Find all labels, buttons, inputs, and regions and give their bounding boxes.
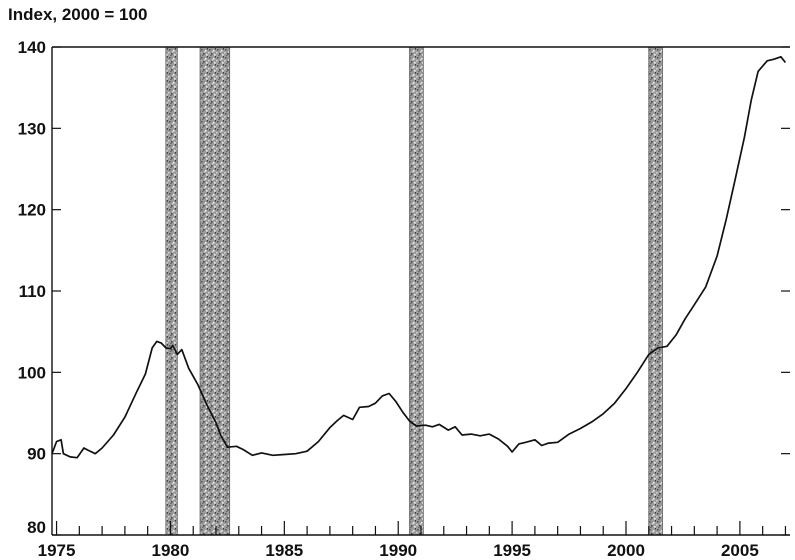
x-tick-label-1985: 1985 <box>265 541 303 560</box>
series-line-0 <box>51 55 787 459</box>
tick-labels: 80 90 100 110 120 130 140 1975 1980 1985 1990 1995 2… <box>18 38 759 560</box>
recession-band-0 <box>165 46 178 536</box>
recession-band-1 <box>199 46 231 536</box>
y-tick-label-110: 110 <box>19 282 46 301</box>
y-tick-label-140: 140 <box>18 38 46 57</box>
x-tick-label-1995: 1995 <box>493 541 531 560</box>
chart-title: Index, 2000 = 100 <box>8 5 147 24</box>
recession-bands <box>165 46 663 536</box>
y-tick-label-130: 130 <box>18 119 46 138</box>
y-tick-label-100: 100 <box>18 363 46 382</box>
x-tick-label-1980: 1980 <box>152 541 190 560</box>
series-lines <box>51 55 787 459</box>
recession-band-2 <box>409 46 424 536</box>
x-tick-label-2005: 2005 <box>721 541 759 560</box>
y-tick-label-120: 120 <box>18 201 46 220</box>
y-tick-label-90: 90 <box>27 445 46 464</box>
y-tick-label-80: 80 <box>27 518 46 537</box>
x-tick-label-1975: 1975 <box>38 541 76 560</box>
recession-band-3 <box>648 46 663 536</box>
axes <box>51 46 790 536</box>
x-tick-label-2000: 2000 <box>607 541 645 560</box>
x-tick-label-1990: 1990 <box>379 541 417 560</box>
